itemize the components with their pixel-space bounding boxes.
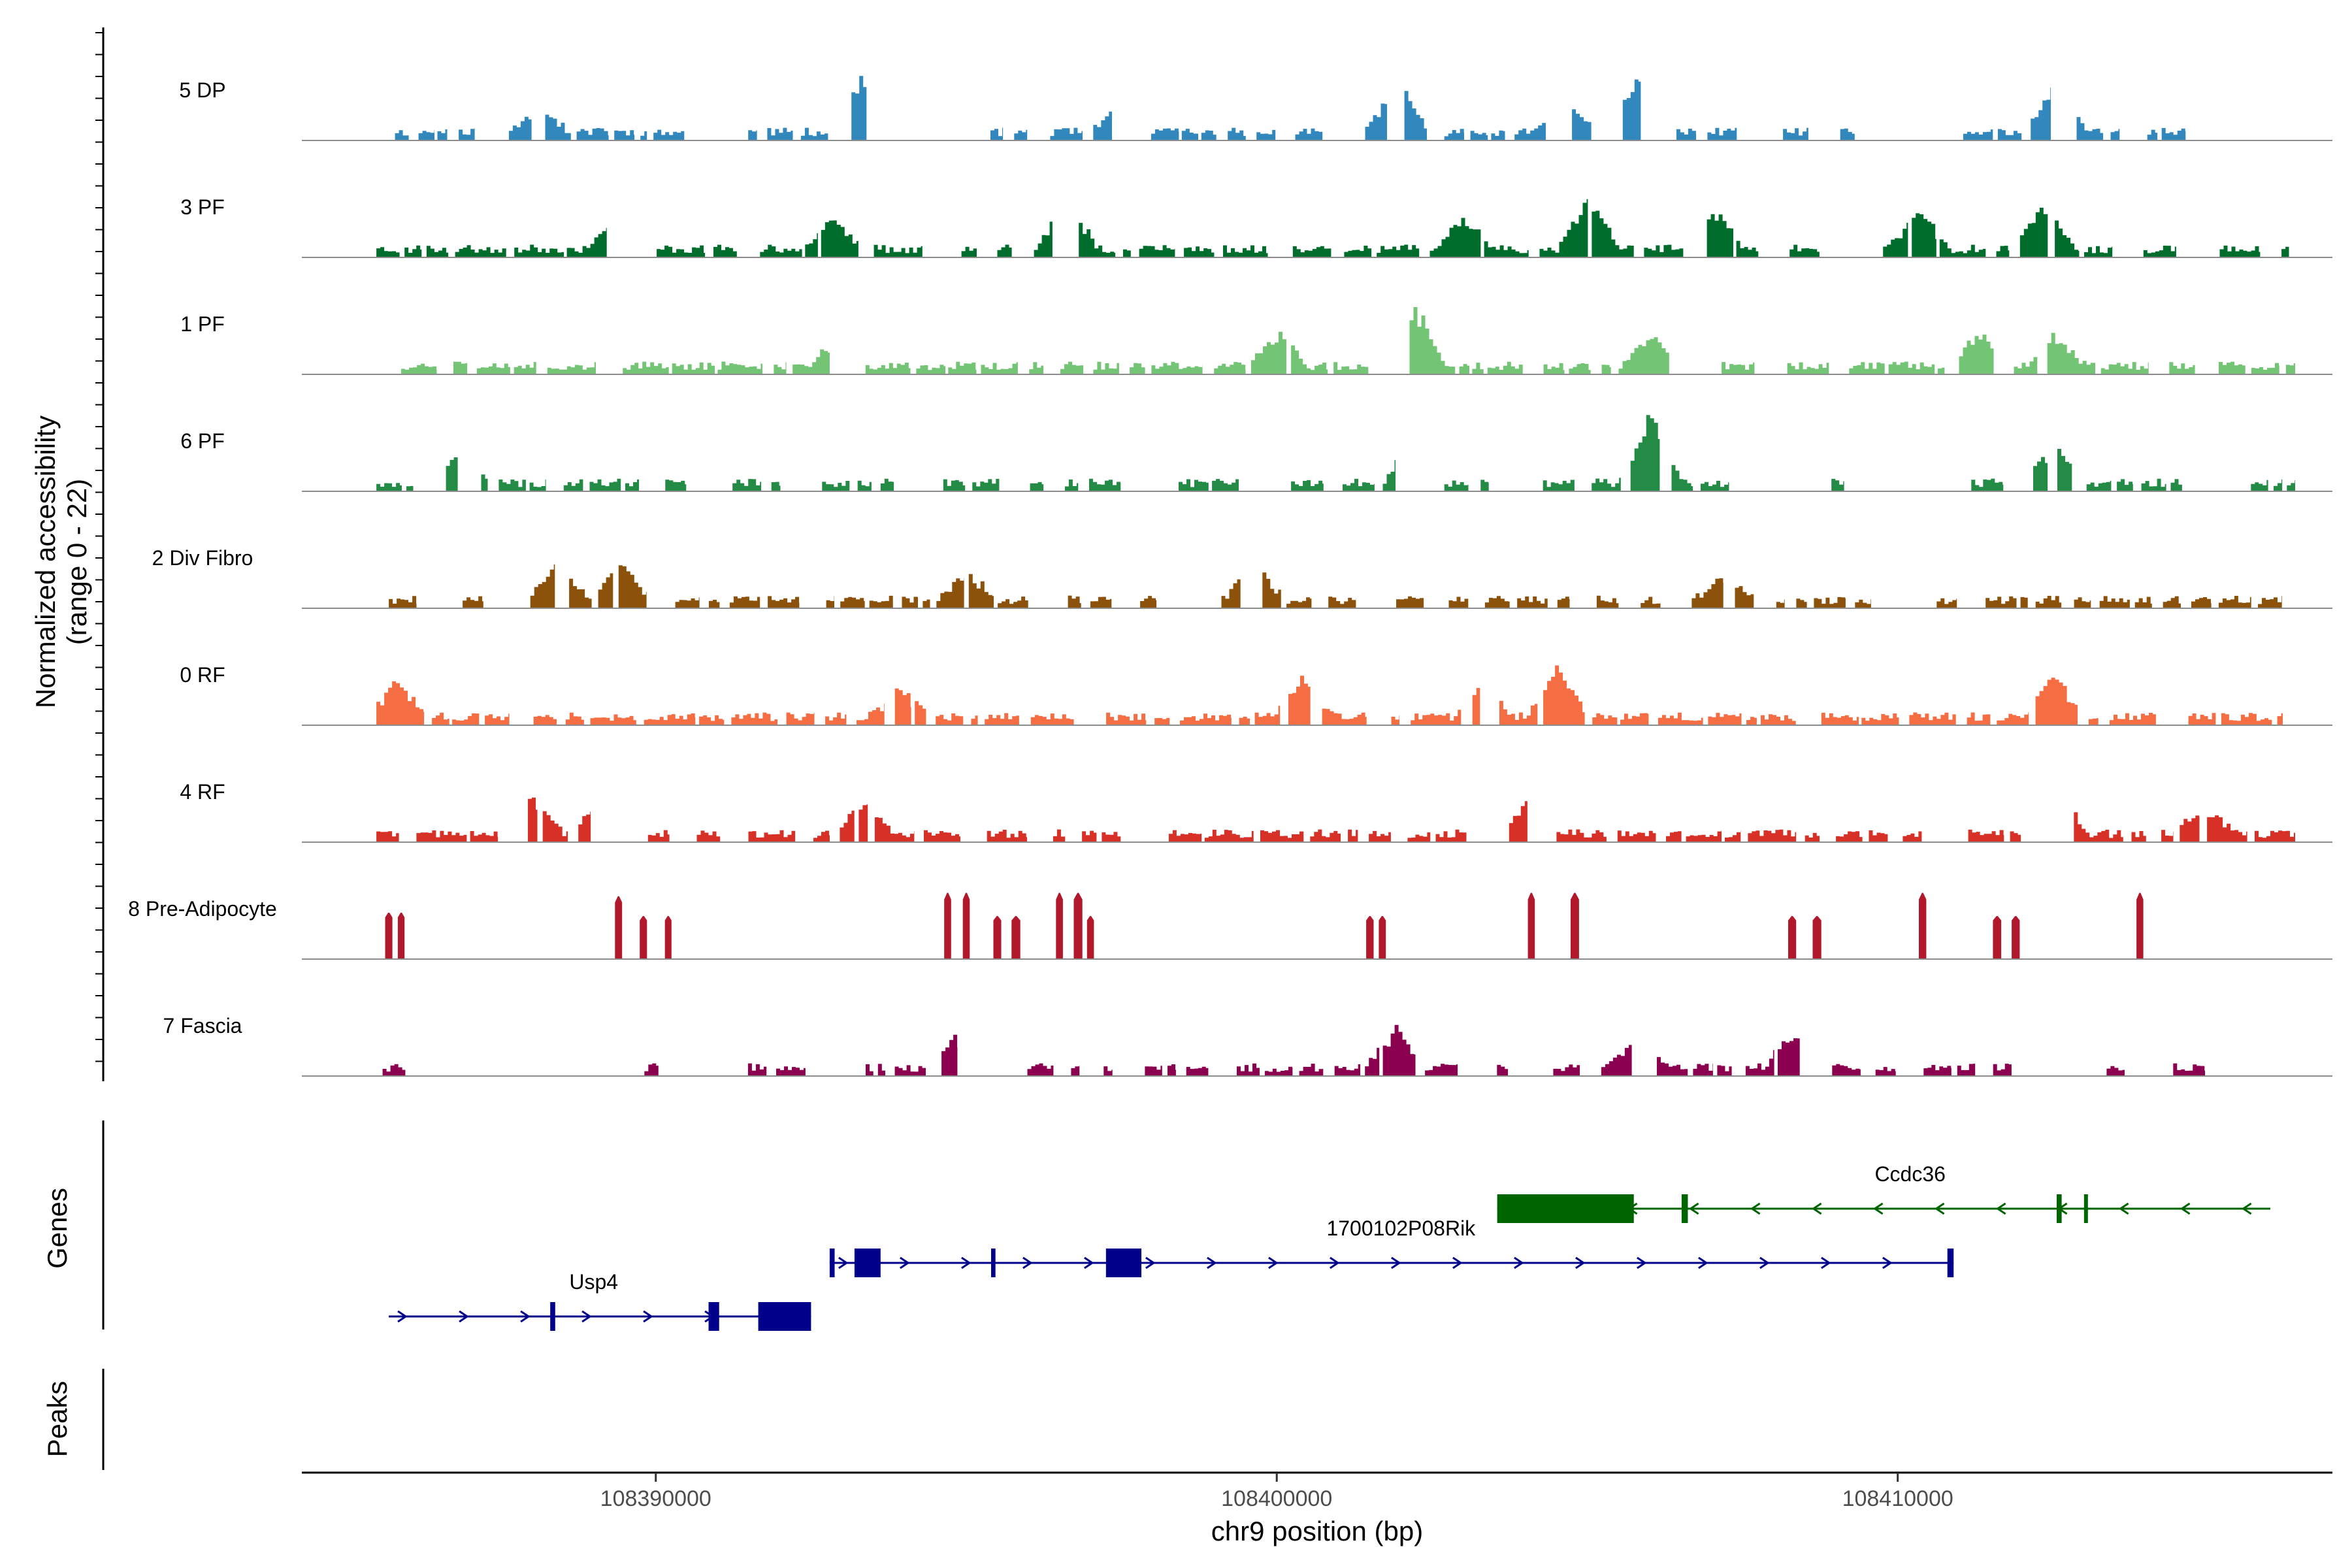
genes-axis-title: Genes [42, 1188, 73, 1269]
strand-arrow [520, 1310, 531, 1323]
strand-arrow [1207, 1256, 1217, 1269]
exon [2083, 1194, 2088, 1223]
gene-label: Usp4 [569, 1270, 618, 1294]
exon [1497, 1194, 1634, 1223]
gene-label: 1700102P08Rik [1326, 1217, 1476, 1240]
track-9: 7 Fascia [163, 1014, 2332, 1077]
x-tick-label: 108400000 [1221, 1486, 1332, 1511]
gene-panel: Ccdc36 1700102P08Rik Usp4 [389, 1162, 2270, 1331]
track-label: 1 PF [180, 312, 225, 336]
y-axis-title: Normalized accessibility (range 0 - 22) [30, 416, 92, 708]
gene-label: Ccdc36 [1874, 1162, 1946, 1186]
track-coverage [395, 76, 2186, 140]
track-label: 2 Div Fibro [152, 546, 253, 570]
y-axis-title-line1: Normalized accessibility [30, 416, 61, 708]
strand-arrow [2118, 1202, 2129, 1215]
track-coverage [376, 797, 2295, 842]
exon [1105, 1249, 1142, 1277]
exon [1681, 1194, 1688, 1223]
strand-arrow [1268, 1256, 1279, 1269]
gene-1700102p08rik: 1700102P08Rik [829, 1217, 1954, 1277]
gene-ccdc36: Ccdc36 [1497, 1162, 2270, 1223]
strand-arrow [2241, 1202, 2252, 1215]
track-label: 6 PF [180, 429, 225, 453]
peaks-axis-title: Peaks [42, 1381, 73, 1458]
exon [550, 1302, 555, 1331]
strand-arrow [1698, 1256, 1708, 1269]
track-coverage [389, 564, 2282, 608]
strand-arrow [1391, 1256, 1401, 1269]
strand-arrow [1330, 1256, 1340, 1269]
track-4: 6 PF [180, 415, 2332, 492]
track-5: 2 Div Fibro [152, 546, 2332, 609]
strand-arrow [1934, 1202, 1945, 1215]
track-label: 7 Fascia [163, 1014, 242, 1037]
track-7: 4 RF [180, 780, 2332, 843]
strand-arrow [1452, 1256, 1463, 1269]
track-label: 3 PF [180, 195, 225, 219]
strand-arrow [1882, 1256, 1893, 1269]
x-tick-label: 108410000 [1842, 1486, 1953, 1511]
y-axis-ticks [95, 32, 103, 1062]
exon [708, 1302, 719, 1331]
x-axis-title: chr9 position (bp) [1211, 1516, 1424, 1546]
strand-arrow [838, 1256, 849, 1269]
track-coverage [376, 199, 2289, 257]
exon [991, 1249, 996, 1277]
track-label: 5 DP [179, 78, 225, 102]
track-coverage [385, 892, 2144, 959]
strand-arrow [1514, 1256, 1524, 1269]
strand-arrow [643, 1310, 653, 1323]
track-8: 8 Pre-Adipocyte [128, 892, 2332, 960]
gene-usp4: Usp4 [389, 1270, 811, 1331]
y-axis-title-line2: (range 0 - 22) [61, 479, 92, 645]
track-coverage [376, 665, 2283, 725]
strand-arrow [1811, 1202, 1822, 1215]
strand-arrow [1084, 1256, 1094, 1269]
strand-arrow [1872, 1202, 1884, 1215]
exon [2056, 1194, 2062, 1223]
x-tick-label: 108390000 [600, 1486, 711, 1511]
strand-arrow [900, 1256, 910, 1269]
track-coverage [376, 415, 2295, 491]
track-coverage [382, 1024, 2205, 1076]
strand-arrow [1750, 1202, 1761, 1215]
strand-arrow [1759, 1256, 1770, 1269]
track-3: 1 PF [180, 307, 2332, 375]
strand-arrow [1821, 1256, 1831, 1269]
strand-arrow [961, 1256, 972, 1269]
strand-arrow [581, 1310, 592, 1323]
exon [1947, 1249, 1954, 1277]
strand-arrow [459, 1310, 469, 1323]
track-coverage [401, 307, 2295, 374]
strand-arrow [1022, 1256, 1033, 1269]
strand-arrow [1145, 1256, 1156, 1269]
track-panel: 5 DP 3 PF 1 PF 6 PF 2 Div Fibro 0 RF 4 RF 8 Pre… [128, 76, 2332, 1077]
track-label: 4 RF [180, 780, 225, 804]
strand-arrow [1995, 1202, 2006, 1215]
track-label: 8 Pre-Adipocyte [128, 897, 277, 921]
x-axis-ticks: 108390000 108400000 108410000 [600, 1473, 1953, 1511]
strand-arrow [1688, 1202, 1699, 1215]
track-2: 3 PF [180, 195, 2332, 258]
track-label: 0 RF [180, 663, 225, 687]
strand-arrow [1637, 1256, 1647, 1269]
strand-arrow [397, 1310, 408, 1323]
strand-arrow [2180, 1202, 2191, 1215]
strand-arrow [1575, 1256, 1586, 1269]
exon [829, 1249, 835, 1277]
track-1: 5 DP [179, 76, 2332, 141]
exon [758, 1302, 811, 1331]
track-6: 0 RF [180, 663, 2332, 726]
exon [854, 1249, 881, 1277]
